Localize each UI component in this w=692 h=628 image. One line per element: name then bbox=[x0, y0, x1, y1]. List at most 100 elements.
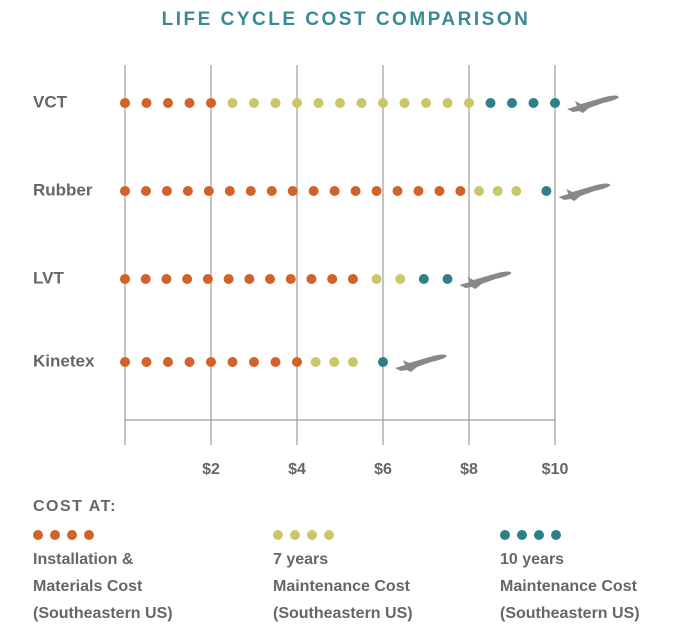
plane-icon bbox=[395, 354, 447, 372]
dot bbox=[270, 357, 281, 367]
bar-segment bbox=[120, 186, 466, 196]
dot bbox=[285, 274, 296, 284]
dot bbox=[227, 98, 238, 108]
dot bbox=[292, 98, 302, 108]
x-tick-label: $6 bbox=[374, 461, 392, 478]
y-tick-label: VCT bbox=[33, 92, 68, 111]
bar-segment bbox=[474, 186, 522, 196]
dot bbox=[347, 357, 358, 367]
y-tick-label: Rubber bbox=[33, 180, 93, 199]
bar-segment bbox=[120, 98, 216, 108]
dot bbox=[442, 98, 453, 108]
dot bbox=[378, 98, 388, 108]
dot bbox=[434, 186, 445, 196]
legend-dot bbox=[324, 530, 334, 540]
legend-dot bbox=[551, 530, 561, 540]
dot bbox=[141, 98, 152, 108]
dot bbox=[227, 357, 238, 367]
dot bbox=[464, 98, 474, 108]
y-tick-label: Kinetex bbox=[33, 351, 95, 370]
dot bbox=[265, 274, 276, 284]
legend-title: COST AT: bbox=[33, 498, 117, 515]
legend-dot bbox=[50, 530, 60, 540]
dot bbox=[511, 186, 522, 196]
dot bbox=[140, 274, 151, 284]
dot bbox=[184, 98, 195, 108]
legend-dot bbox=[273, 530, 283, 540]
dot bbox=[399, 98, 410, 108]
dot bbox=[329, 186, 340, 196]
dot bbox=[308, 186, 319, 196]
dot bbox=[442, 274, 453, 284]
dot bbox=[182, 274, 193, 284]
bar-segment bbox=[120, 357, 302, 367]
dot bbox=[306, 274, 317, 284]
dot bbox=[474, 186, 485, 196]
bar-segment bbox=[310, 357, 358, 367]
dot bbox=[528, 98, 539, 108]
dot bbox=[249, 98, 259, 108]
legend-dot bbox=[290, 530, 300, 540]
dot bbox=[206, 357, 216, 367]
dot bbox=[292, 357, 302, 367]
x-tick-label: $10 bbox=[542, 461, 569, 478]
dot bbox=[413, 186, 424, 196]
bar-segment bbox=[371, 274, 406, 284]
dot bbox=[378, 357, 388, 367]
dot bbox=[327, 274, 338, 284]
dot bbox=[244, 274, 255, 284]
dot bbox=[120, 186, 130, 196]
dot bbox=[507, 98, 517, 108]
legend-dot bbox=[67, 530, 77, 540]
dot bbox=[356, 98, 367, 108]
x-tick-label: $2 bbox=[202, 461, 220, 478]
dot bbox=[313, 98, 324, 108]
dot bbox=[223, 274, 234, 284]
dot bbox=[541, 186, 552, 196]
dot bbox=[371, 186, 382, 196]
dot bbox=[395, 274, 406, 284]
legend-dot bbox=[534, 530, 544, 540]
dot bbox=[245, 186, 256, 196]
dot bbox=[266, 186, 277, 196]
dot bbox=[350, 186, 361, 196]
bar-segment bbox=[227, 98, 474, 108]
legend-dot bbox=[307, 530, 317, 540]
legend-label: Installation & Materials Cost (Southeast… bbox=[33, 551, 173, 622]
legend-dot bbox=[517, 530, 527, 540]
dot bbox=[224, 186, 235, 196]
dot bbox=[347, 274, 358, 284]
legend-dot bbox=[33, 530, 43, 540]
plane-icon bbox=[459, 271, 512, 289]
dot bbox=[202, 274, 213, 284]
dot bbox=[249, 357, 259, 367]
legend-dot bbox=[500, 530, 510, 540]
bar-segment bbox=[120, 274, 358, 284]
dot bbox=[335, 98, 345, 108]
dot bbox=[206, 98, 216, 108]
dot bbox=[371, 274, 382, 284]
dot bbox=[120, 274, 130, 284]
plane-icon bbox=[558, 183, 611, 201]
plane-icon bbox=[567, 95, 619, 113]
bar-segment bbox=[418, 274, 453, 284]
legend-label: 10 years Maintenance Cost (Southeastern … bbox=[500, 551, 640, 622]
dot bbox=[163, 357, 173, 367]
dot bbox=[140, 186, 151, 196]
dot bbox=[455, 186, 466, 196]
bar-segment bbox=[485, 98, 560, 108]
dot bbox=[418, 274, 429, 284]
dot bbox=[161, 186, 172, 196]
legend-label: 7 years Maintenance Cost (Southeastern U… bbox=[273, 551, 413, 622]
dot bbox=[492, 186, 503, 196]
bar-segment bbox=[378, 357, 388, 367]
dot bbox=[120, 98, 130, 108]
y-tick-label: LVT bbox=[33, 268, 64, 287]
legend-dot bbox=[84, 530, 94, 540]
x-tick-label: $4 bbox=[288, 461, 306, 478]
dot bbox=[329, 357, 340, 367]
dot bbox=[485, 98, 496, 108]
dot bbox=[182, 186, 193, 196]
